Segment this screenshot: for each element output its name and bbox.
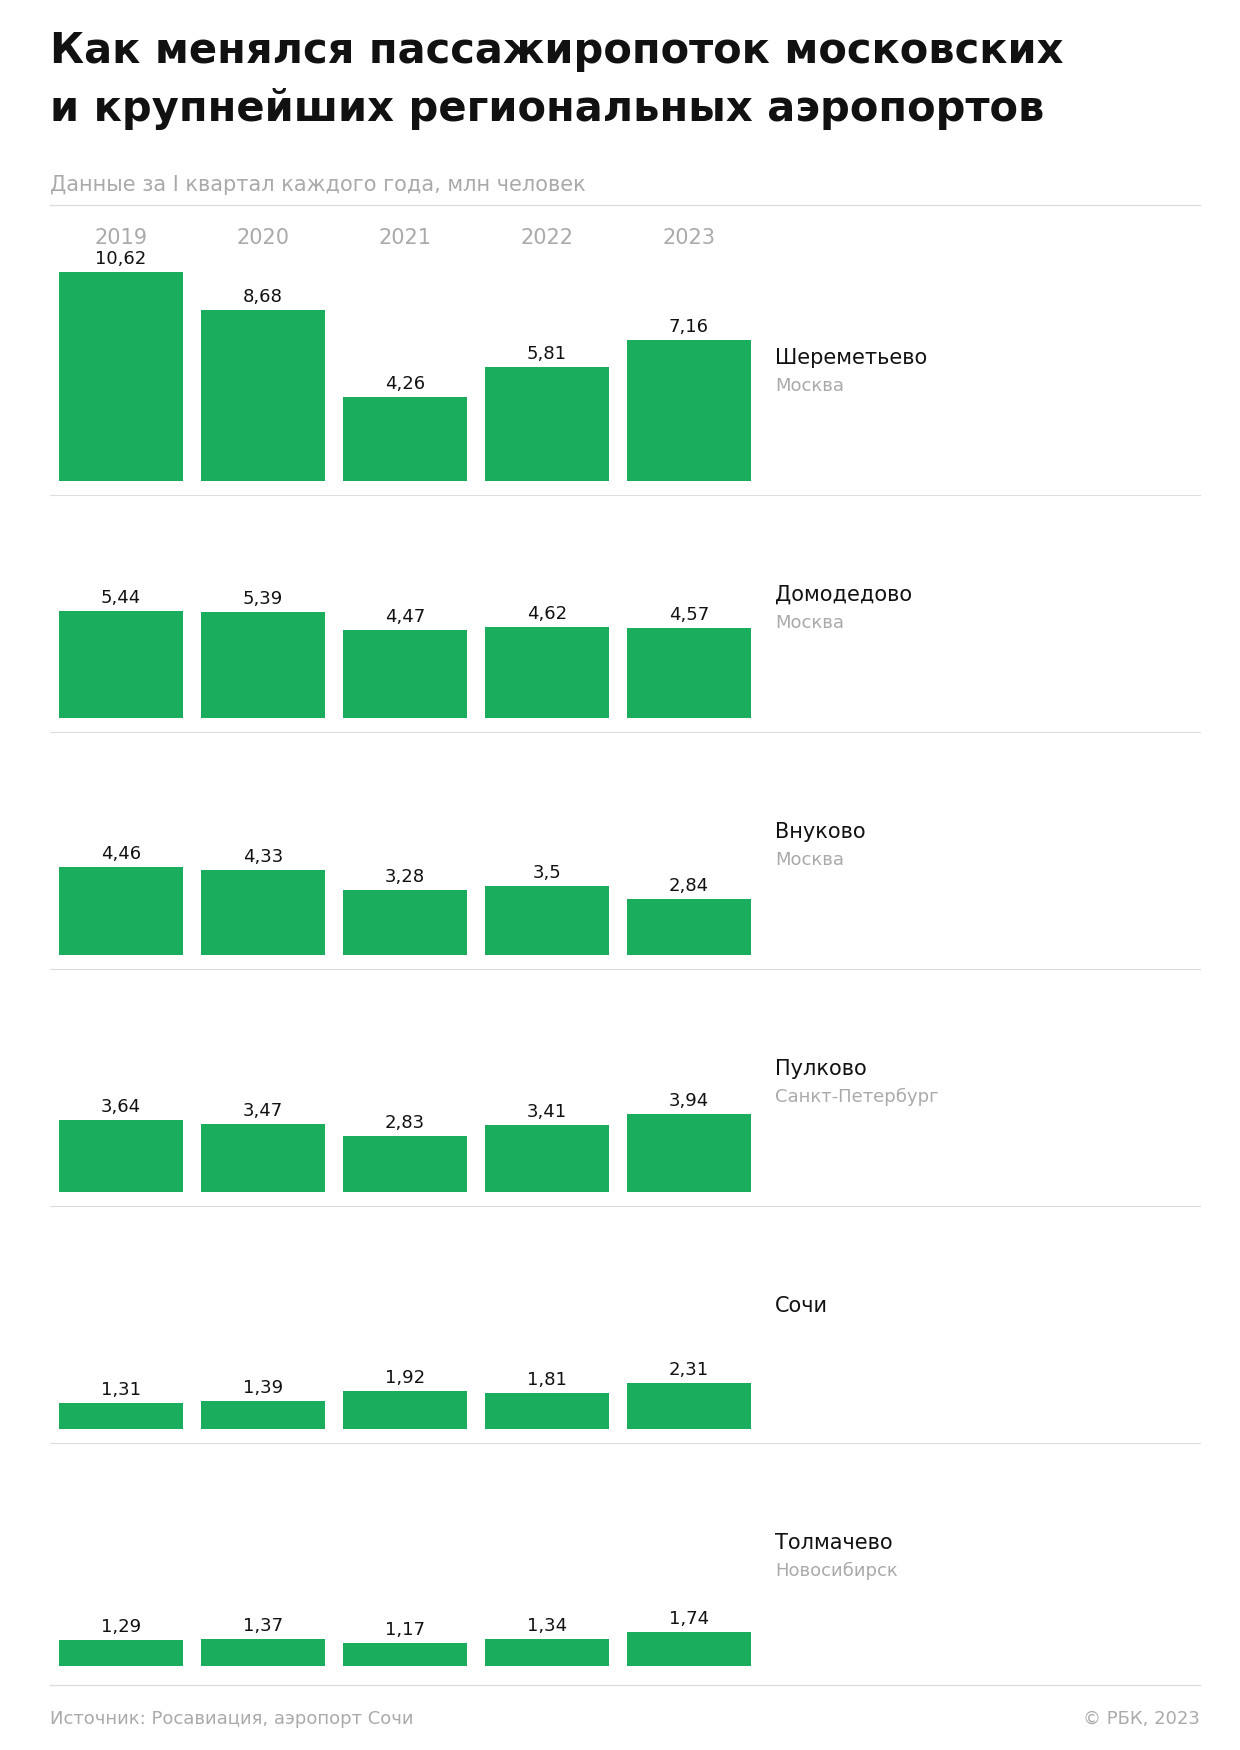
Text: 2019: 2019 — [94, 228, 148, 248]
Bar — [342, 630, 467, 718]
Bar — [342, 1391, 467, 1428]
Text: Новосибирск: Новосибирск — [775, 1561, 898, 1580]
Text: © РБК, 2023: © РБК, 2023 — [1083, 1710, 1200, 1727]
Text: 4,62: 4,62 — [527, 606, 567, 623]
Text: Сочи: Сочи — [775, 1295, 828, 1316]
Text: и крупнейших региональных аэропортов: и крупнейших региональных аэропортов — [50, 88, 1044, 130]
Bar — [58, 273, 184, 481]
Bar — [626, 1115, 751, 1192]
Bar — [485, 886, 610, 956]
Bar — [342, 397, 467, 481]
Text: 3,94: 3,94 — [668, 1092, 709, 1111]
Text: 4,33: 4,33 — [243, 847, 283, 866]
Bar — [342, 1136, 467, 1192]
Bar — [485, 368, 610, 481]
Text: Внуково: Внуково — [775, 821, 866, 842]
Bar — [485, 626, 610, 718]
Bar — [201, 1124, 325, 1192]
Text: 5,39: 5,39 — [243, 590, 283, 607]
Bar — [626, 1384, 751, 1428]
Text: 1,17: 1,17 — [384, 1620, 425, 1638]
Text: Источник: Росавиация, аэропорт Сочи: Источник: Росавиация, аэропорт Сочи — [50, 1710, 413, 1727]
Bar — [626, 628, 751, 718]
Text: 1,34: 1,34 — [527, 1617, 567, 1636]
Text: 3,5: 3,5 — [533, 864, 562, 882]
Text: 5,81: 5,81 — [527, 345, 567, 362]
Text: 3,28: 3,28 — [384, 868, 425, 886]
Text: 10,62: 10,62 — [95, 250, 146, 268]
Text: 2,83: 2,83 — [384, 1115, 425, 1132]
Bar — [201, 310, 325, 481]
Bar — [201, 1402, 325, 1428]
Text: Домодедово: Домодедово — [775, 584, 913, 604]
Text: 4,46: 4,46 — [100, 845, 141, 863]
Text: 3,41: 3,41 — [527, 1102, 567, 1120]
Bar — [201, 870, 325, 956]
Text: Толмачево: Толмачево — [775, 1533, 893, 1552]
Text: Данные за I квартал каждого года, млн человек: Данные за I квартал каждого года, млн че… — [50, 175, 585, 194]
Text: Шереметьево: Шереметьево — [775, 348, 928, 367]
Text: Москва: Москва — [775, 376, 844, 394]
Text: Как менялся пассажиропоток московских: Как менялся пассажиропоток московских — [50, 30, 1064, 72]
Bar — [485, 1393, 610, 1428]
Text: 4,26: 4,26 — [384, 374, 425, 394]
Text: Москва: Москва — [775, 850, 844, 868]
Text: 2021: 2021 — [378, 228, 432, 248]
Bar — [58, 1404, 184, 1428]
Text: 3,47: 3,47 — [243, 1102, 283, 1120]
Text: 4,57: 4,57 — [668, 606, 709, 625]
Text: 5,44: 5,44 — [100, 590, 141, 607]
Text: 1,31: 1,31 — [100, 1381, 141, 1398]
Text: 3,64: 3,64 — [100, 1099, 141, 1116]
Bar — [626, 340, 751, 481]
Bar — [342, 891, 467, 956]
Text: 2023: 2023 — [662, 228, 715, 248]
Bar — [58, 1120, 184, 1192]
Text: 1,92: 1,92 — [384, 1368, 425, 1388]
Text: Москва: Москва — [775, 614, 844, 632]
Text: Пулково: Пулково — [775, 1059, 867, 1078]
Text: 8,68: 8,68 — [243, 289, 283, 306]
Bar — [485, 1640, 610, 1666]
Text: 1,81: 1,81 — [527, 1372, 567, 1390]
Text: 2022: 2022 — [521, 228, 573, 248]
Bar — [342, 1643, 467, 1666]
Bar — [201, 612, 325, 718]
Text: 1,29: 1,29 — [100, 1619, 141, 1636]
Bar — [58, 611, 184, 718]
Bar — [201, 1640, 325, 1666]
Bar — [485, 1125, 610, 1192]
Text: 2020: 2020 — [237, 228, 289, 248]
Text: 2,84: 2,84 — [668, 877, 709, 894]
Text: 1,37: 1,37 — [243, 1617, 283, 1634]
Text: 4,47: 4,47 — [384, 607, 425, 626]
Text: 2,31: 2,31 — [668, 1362, 709, 1379]
Bar — [58, 1640, 184, 1666]
Bar — [626, 1631, 751, 1666]
Text: 1,74: 1,74 — [668, 1610, 709, 1628]
Bar — [626, 900, 751, 956]
Text: 1,39: 1,39 — [243, 1379, 283, 1398]
Text: Санкт-Петербург: Санкт-Петербург — [775, 1087, 939, 1106]
Bar — [58, 868, 184, 956]
Text: 7,16: 7,16 — [670, 318, 709, 336]
